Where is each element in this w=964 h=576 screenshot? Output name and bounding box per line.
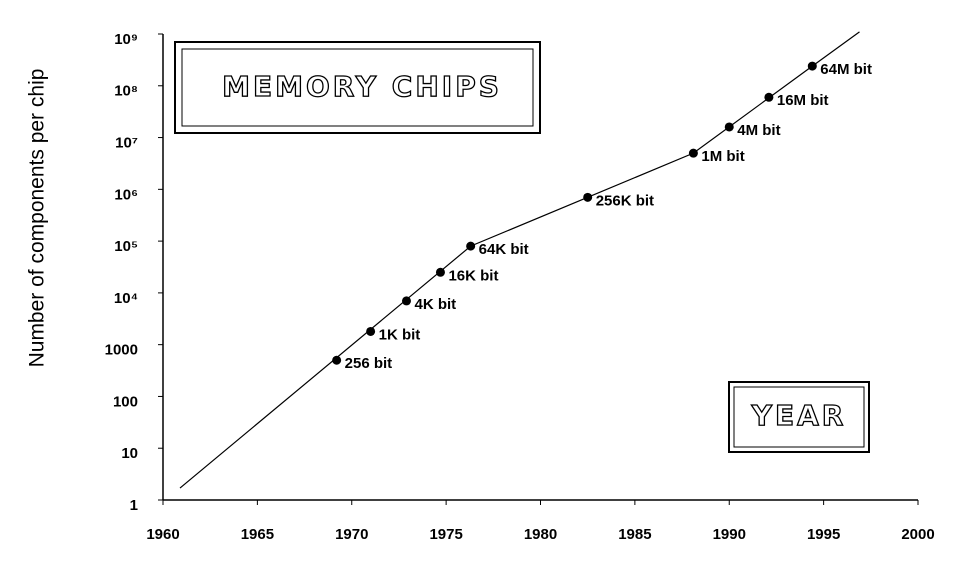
point [583,192,593,202]
y-tick-label: 100 [113,393,138,410]
point-label: 1M bit [701,148,744,165]
x-label-box-inner [733,386,865,448]
point-label: 4K bit [414,296,456,313]
point-label: 64K bit [479,241,529,258]
y-tick-label: 10 [121,445,138,462]
point [466,241,476,251]
y-tick-label: 10⁹ [114,31,138,48]
x-tick-label: 1980 [524,526,557,543]
x-tick-label: 1985 [618,526,651,543]
x-tick-label: 1965 [241,526,274,543]
x-tick-label: 1970 [335,526,368,543]
y-axis-label: Number of components per chip [26,69,49,368]
point [401,296,411,306]
title-box [174,41,541,134]
point-label: 256 bit [345,355,393,372]
point [764,92,774,102]
point [807,61,817,71]
title-box-inner [181,48,534,127]
x-label-box [728,381,870,453]
y-tick-label: 10⁴ [114,290,138,307]
x-tick-label: 1995 [807,526,840,543]
y-tick-label: 10⁸ [114,83,138,100]
y-tick-label: 1 [130,497,138,514]
point-label: 4M bit [737,122,780,139]
y-tick-label: 1000 [105,342,138,359]
point [435,267,445,277]
point [366,326,376,336]
x-axis-label: YEAR [751,399,847,432]
point [332,355,342,365]
chart-title: MEMORY CHIPS [222,70,502,103]
x-tick-label: 1990 [713,526,746,543]
point-label: 16K bit [448,267,498,284]
point-label: 1K bit [379,326,421,343]
y-tick-label: 10⁷ [115,135,138,152]
y-tick-label: 10⁵ [114,238,138,255]
point-label: 16M bit [777,92,829,109]
trend-line [179,31,860,489]
x-tick-label: 2000 [901,526,934,543]
x-tick-label: 1975 [429,526,462,543]
point [724,122,734,132]
point-label: 64M bit [820,61,872,78]
point-label: 256K bit [596,192,654,209]
y-tick-label: 10⁶ [114,186,138,203]
x-tick-label: 1960 [146,526,179,543]
point [688,148,698,158]
